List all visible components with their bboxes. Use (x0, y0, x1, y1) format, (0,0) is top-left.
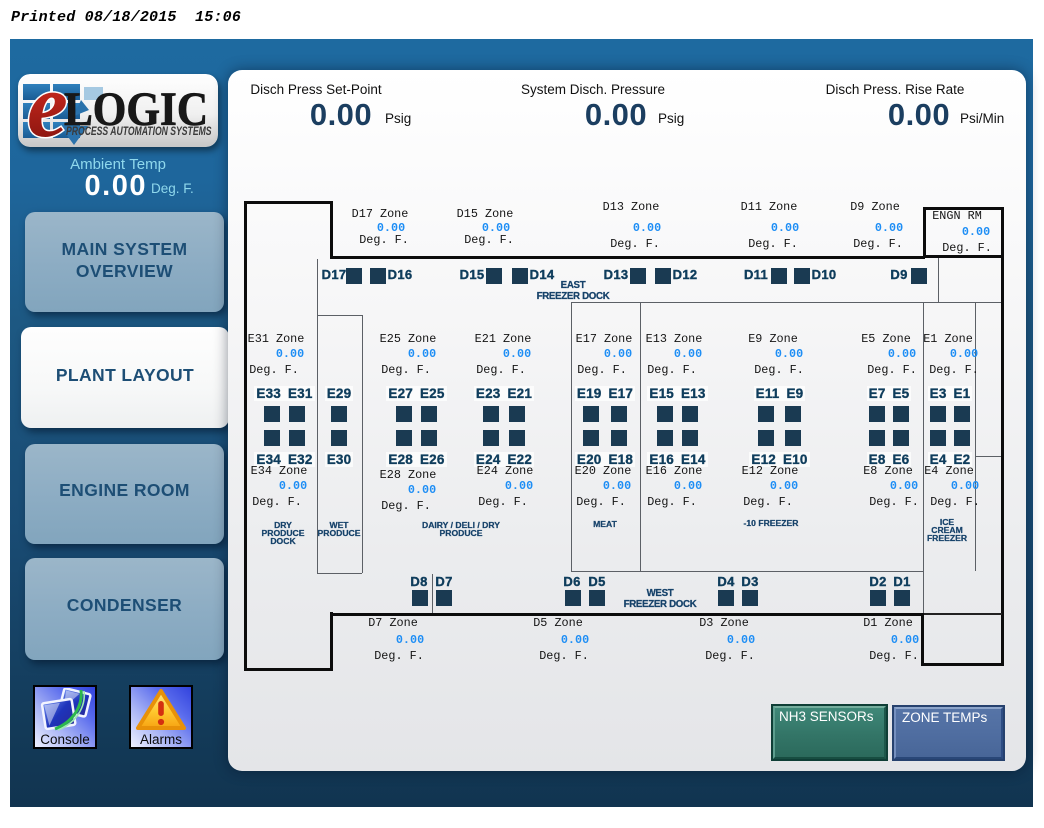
svg-text:PROCESS AUTOMATION SYSTEMS: PROCESS AUTOMATION SYSTEMS (66, 126, 212, 139)
svg-text:LOGIC: LOGIC (64, 82, 208, 136)
svg-text:e: e (27, 74, 68, 147)
